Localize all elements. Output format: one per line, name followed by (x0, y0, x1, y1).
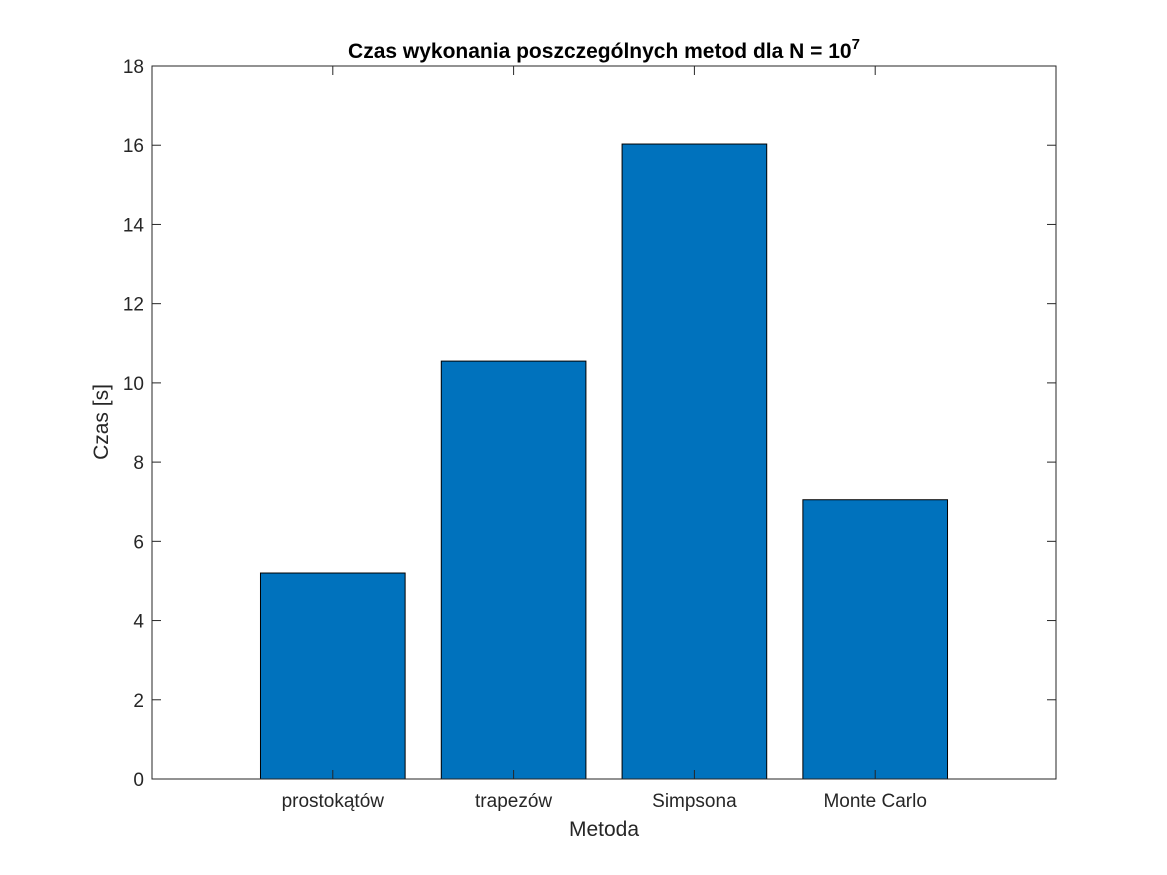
bar-3 (802, 499, 949, 780)
x-axis-ticks: prostokątów trapezów Simpsona Monte Carlo (282, 66, 927, 812)
bar-1 (440, 360, 587, 780)
bars-layer (259, 143, 949, 780)
chart-title: Czas wykonania poszczególnych metod dla … (348, 36, 860, 63)
y-tick-label: 18 (123, 57, 144, 78)
x-tick-label: trapezów (475, 791, 552, 812)
x-tick-label: prostokątów (282, 791, 385, 812)
y-tick-label: 4 (133, 612, 144, 633)
y-tick-label: 2 (133, 691, 144, 712)
y-tick-label: 10 (123, 374, 144, 395)
y-tick-label: 12 (123, 295, 144, 316)
x-axis-label: Metoda (569, 818, 639, 841)
y-tick-label: 14 (123, 215, 145, 236)
y-axis-label: Czas [s] (90, 384, 113, 460)
x-tick-label: Simpsona (652, 791, 737, 812)
x-tick-label: Monte Carlo (823, 791, 927, 812)
bar-0 (259, 572, 406, 780)
y-tick-label: 6 (133, 532, 144, 553)
chart-title-main: Czas wykonania poszczególnych metod dla … (348, 40, 852, 63)
y-tick-label: 8 (133, 453, 144, 474)
y-tick-label: 16 (123, 136, 144, 157)
chart-title-superscript: 7 (852, 36, 860, 53)
plot-area-frame (151, 65, 1057, 780)
bar-2 (621, 143, 768, 780)
y-axis-ticks: 0 2 4 6 8 10 12 14 16 18 (123, 57, 1056, 791)
y-tick-label: 0 (133, 770, 144, 791)
